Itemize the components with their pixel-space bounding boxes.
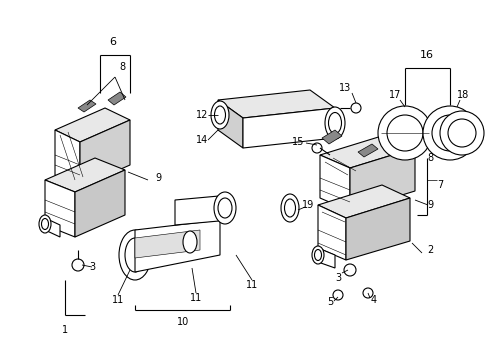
Text: 14: 14: [196, 135, 208, 145]
Circle shape: [439, 111, 483, 155]
Circle shape: [350, 103, 360, 113]
Ellipse shape: [125, 238, 145, 272]
Text: 10: 10: [177, 317, 189, 327]
Text: 11: 11: [245, 280, 258, 290]
Text: 1: 1: [62, 325, 68, 335]
Text: 12: 12: [195, 110, 208, 120]
Polygon shape: [319, 135, 414, 168]
Circle shape: [332, 290, 342, 300]
Polygon shape: [135, 230, 200, 258]
Polygon shape: [349, 148, 414, 211]
Text: 11: 11: [112, 295, 124, 305]
Polygon shape: [243, 108, 334, 148]
Text: 18: 18: [456, 90, 468, 100]
Polygon shape: [108, 92, 126, 105]
Polygon shape: [218, 90, 334, 118]
Polygon shape: [357, 144, 377, 157]
Ellipse shape: [214, 106, 225, 124]
Polygon shape: [80, 120, 130, 187]
Polygon shape: [45, 218, 60, 237]
Polygon shape: [78, 100, 96, 112]
Ellipse shape: [119, 230, 151, 280]
Circle shape: [72, 259, 84, 271]
Ellipse shape: [328, 112, 341, 134]
Ellipse shape: [210, 101, 228, 129]
Ellipse shape: [218, 198, 231, 218]
Polygon shape: [45, 180, 75, 237]
Circle shape: [377, 106, 431, 160]
Circle shape: [386, 115, 422, 151]
Text: 5: 5: [326, 297, 332, 307]
Polygon shape: [317, 185, 409, 218]
Ellipse shape: [311, 246, 324, 264]
Text: 7: 7: [436, 180, 442, 190]
Ellipse shape: [325, 107, 345, 139]
Circle shape: [311, 143, 321, 153]
Ellipse shape: [214, 192, 236, 224]
Text: 8: 8: [119, 62, 125, 72]
Ellipse shape: [39, 215, 51, 233]
Circle shape: [447, 119, 475, 147]
Text: 16: 16: [419, 50, 433, 60]
Text: 9: 9: [155, 173, 161, 183]
Text: 8: 8: [426, 153, 432, 163]
Ellipse shape: [41, 219, 48, 230]
Text: 15: 15: [291, 137, 304, 147]
Polygon shape: [175, 195, 229, 225]
Text: 4: 4: [370, 295, 376, 305]
Text: 9: 9: [426, 200, 432, 210]
Text: 13: 13: [338, 83, 350, 93]
Polygon shape: [45, 158, 125, 192]
Polygon shape: [135, 220, 220, 272]
Ellipse shape: [284, 199, 295, 217]
Circle shape: [362, 288, 372, 298]
Text: 6: 6: [109, 37, 116, 47]
Text: 3: 3: [89, 262, 95, 272]
Text: 3: 3: [334, 273, 340, 283]
Text: 17: 17: [388, 90, 400, 100]
Text: 19: 19: [301, 200, 313, 210]
Polygon shape: [75, 170, 125, 237]
Polygon shape: [55, 130, 80, 187]
Ellipse shape: [183, 231, 197, 253]
Polygon shape: [346, 198, 409, 260]
Polygon shape: [218, 100, 243, 148]
Polygon shape: [319, 155, 349, 211]
Polygon shape: [317, 248, 334, 268]
Ellipse shape: [314, 249, 321, 261]
Text: 2: 2: [426, 245, 432, 255]
Circle shape: [431, 115, 467, 151]
Circle shape: [343, 264, 355, 276]
Polygon shape: [321, 130, 341, 144]
Circle shape: [422, 106, 476, 160]
Polygon shape: [55, 108, 130, 142]
Text: 11: 11: [189, 293, 202, 303]
Polygon shape: [317, 205, 346, 260]
Ellipse shape: [281, 194, 298, 222]
